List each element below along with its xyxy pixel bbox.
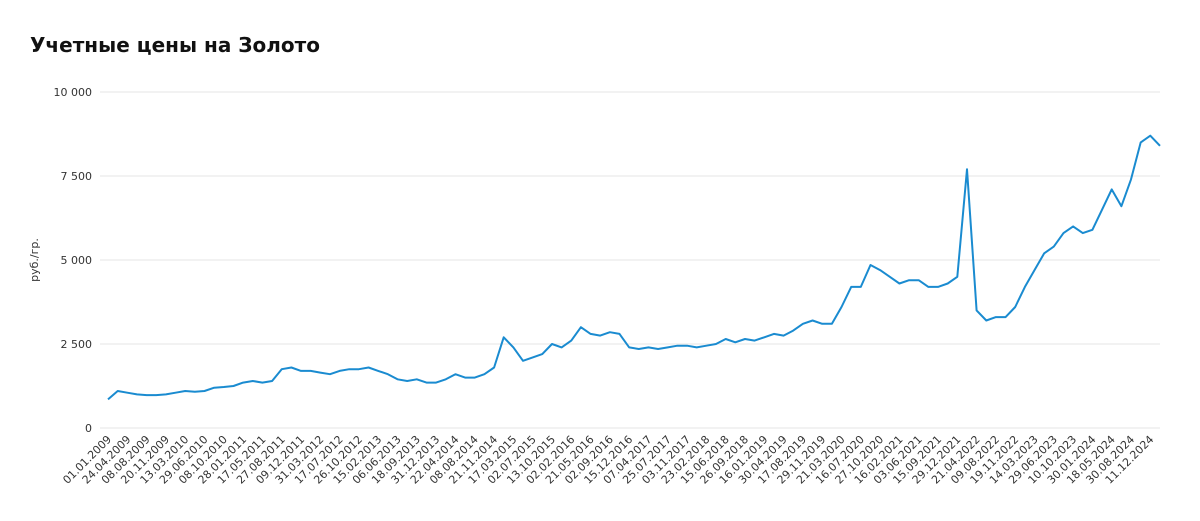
y-tick-label: 5 000 — [61, 254, 93, 267]
y-axis-label: руб./гр. — [28, 238, 41, 282]
chart-title: Учетные цены на Золото — [30, 33, 320, 57]
y-tick-label: 7 500 — [61, 170, 93, 183]
price-line — [107, 134, 1161, 401]
y-tick-label: 10 000 — [54, 86, 93, 99]
y-tick-label: 0 — [85, 422, 92, 435]
y-tick-label: 2 500 — [61, 338, 93, 351]
